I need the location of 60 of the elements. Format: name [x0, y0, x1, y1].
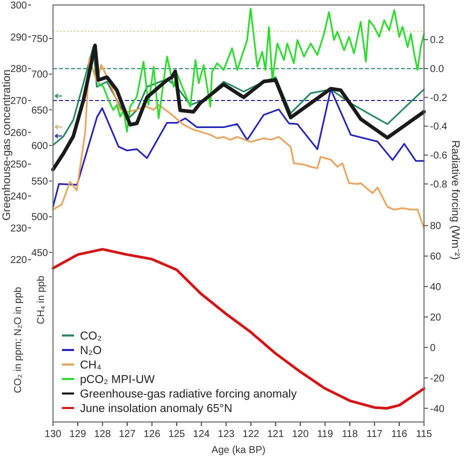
legend-label: CH₄ [80, 360, 102, 372]
y3-tick-label: -0.8 [430, 179, 448, 190]
y2-tick-label: 700 [31, 70, 48, 81]
x-tick-label: 123 [218, 429, 235, 440]
line-series [52, 46, 425, 146]
x-tick-label: 126 [144, 429, 161, 440]
x-tick-label: 130 [44, 429, 62, 440]
y-tick-label: 260 [10, 128, 28, 139]
y3-axis-title: Radiative forcing (Wm⁻²) [449, 140, 461, 260]
y-tick-label: 300 [10, 0, 28, 12]
y3-tick-label: 0.2 [430, 35, 444, 46]
y-tick-label: 230 [10, 223, 28, 234]
line-series [51, 44, 426, 172]
legend-label: pCO₂ MPI-UW [80, 374, 155, 386]
x-tick-label: 122 [242, 429, 260, 440]
legend-label: Greenhouse-gas radiative forcing anomaly [80, 388, 297, 400]
y3-tick-label: 0.0 [430, 64, 444, 75]
y2-tick-label: 450 [31, 248, 48, 259]
legend-label: CO₂ [80, 330, 102, 342]
y-tick-label: 220 [10, 255, 28, 266]
x-tick-label: 121 [267, 429, 284, 440]
x-axis-title: Age (ka BP) [212, 445, 266, 456]
y-tick-label: -20 [430, 373, 445, 384]
x-tick-label: 127 [118, 429, 136, 440]
y3-tick-label: -0.4 [430, 122, 448, 133]
y-tick-label: 0 [430, 342, 436, 354]
legend-label: June insolation anomaly 65°N [80, 403, 232, 415]
legend-label: N₂O [80, 345, 102, 357]
y-tick-label: 250 [10, 160, 28, 171]
y-tick-label: 270 [10, 96, 28, 107]
line-series [98, 8, 425, 132]
y-tick-label: 20 [430, 312, 442, 324]
y2-tick-label: 550 [31, 176, 48, 188]
y-tick-label: 290 [10, 32, 28, 44]
x-tick-label: 118 [342, 429, 358, 440]
y2-tick-label: 600 [31, 140, 48, 152]
y2-axis-title: CH₄ in ppb [36, 275, 47, 324]
x-tick-label: 128 [94, 429, 112, 440]
x-tick-label: 120 [292, 429, 310, 440]
y-tick-label: 280 [10, 64, 28, 76]
y-tick-label: 80 [430, 221, 442, 232]
x-tick-label: 116 [391, 429, 408, 440]
y3-tick-label: -0.2 [430, 92, 448, 104]
y2-tick-label: 750 [31, 34, 48, 46]
y2-tick-label: 650 [31, 105, 48, 116]
x-tick-label: 125 [168, 429, 186, 440]
y2-tick-label: 500 [31, 212, 48, 224]
y-tick-label: 240 [10, 191, 28, 202]
y-axis-title: CO₂ in ppm; N₂O in ppb [13, 286, 24, 394]
line-series [52, 58, 425, 229]
x-tick-label: 124 [193, 429, 210, 440]
y-tick-label: -40 [430, 404, 445, 415]
x-tick-label: 119 [317, 429, 334, 440]
x-tick-label: 129 [69, 429, 87, 440]
x-tick-label: 117 [366, 429, 383, 440]
y-tick-label: 60 [430, 252, 442, 263]
y3-tick-label: -0.6 [430, 150, 448, 162]
line-series [52, 88, 425, 208]
y-tick-label: 40 [430, 282, 442, 294]
x-tick-label: 115 [416, 429, 432, 440]
